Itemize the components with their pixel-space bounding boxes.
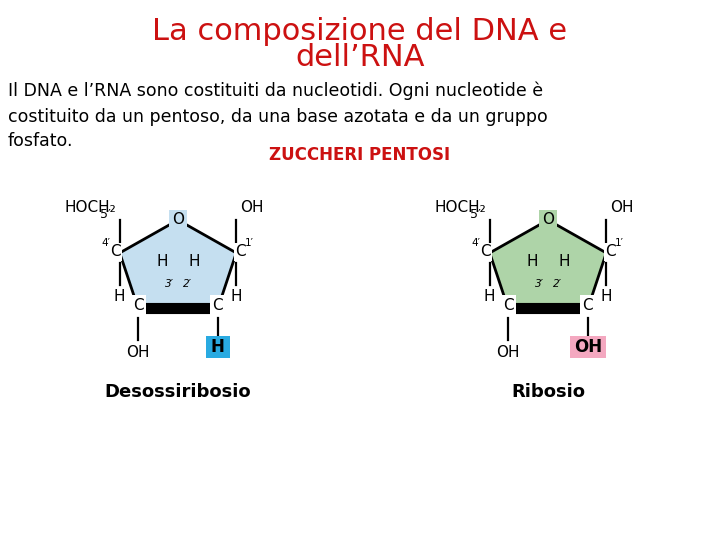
Text: 2′: 2′ (182, 279, 192, 289)
Text: Ribosio: Ribosio (511, 383, 585, 401)
Polygon shape (490, 220, 606, 308)
Text: 5′: 5′ (100, 208, 111, 221)
Text: H: H (188, 254, 199, 269)
Text: 3′: 3′ (164, 279, 174, 289)
Text: 4′: 4′ (102, 238, 110, 248)
Text: C: C (212, 298, 223, 313)
Text: H: H (156, 254, 168, 269)
Text: O: O (542, 213, 554, 227)
Bar (206, 336, 230, 359)
Text: OH: OH (496, 345, 520, 360)
Polygon shape (120, 220, 236, 308)
Bar (570, 336, 606, 359)
Text: La composizione del DNA e: La composizione del DNA e (153, 17, 567, 46)
Text: HOCH₂: HOCH₂ (435, 200, 487, 215)
Text: H: H (558, 254, 570, 269)
Text: H: H (230, 289, 242, 305)
Text: 3′: 3′ (534, 279, 544, 289)
Text: 4′: 4′ (471, 238, 480, 248)
Text: ZUCCHERI PENTOSI: ZUCCHERI PENTOSI (269, 146, 451, 164)
Text: C: C (582, 298, 593, 313)
Text: C: C (480, 245, 491, 259)
Text: 5′: 5′ (470, 208, 481, 221)
Text: C: C (110, 245, 121, 259)
Text: H: H (484, 289, 495, 305)
Text: OH: OH (574, 338, 602, 356)
Text: H: H (526, 254, 538, 269)
Text: Desossiribosio: Desossiribosio (104, 383, 251, 401)
Text: 2′: 2′ (552, 279, 562, 289)
Text: C: C (235, 245, 246, 259)
Text: 1′: 1′ (245, 238, 253, 248)
Text: 1′: 1′ (615, 238, 624, 248)
Text: C: C (503, 298, 513, 313)
Text: O: O (172, 213, 184, 227)
Text: OH: OH (240, 200, 264, 215)
Text: C: C (132, 298, 143, 313)
Text: H: H (114, 289, 125, 305)
Text: H: H (600, 289, 612, 305)
Text: OH: OH (611, 200, 634, 215)
Text: C: C (606, 245, 616, 259)
Text: OH: OH (127, 345, 150, 360)
Text: Il DNA e l’RNA sono costituiti da nucleotidi. Ogni nucleotide è
costituito da un: Il DNA e l’RNA sono costituiti da nucleo… (8, 82, 548, 151)
Text: H: H (211, 338, 225, 356)
Text: dell’RNA: dell’RNA (295, 44, 425, 72)
Text: HOCH₂: HOCH₂ (65, 200, 117, 215)
